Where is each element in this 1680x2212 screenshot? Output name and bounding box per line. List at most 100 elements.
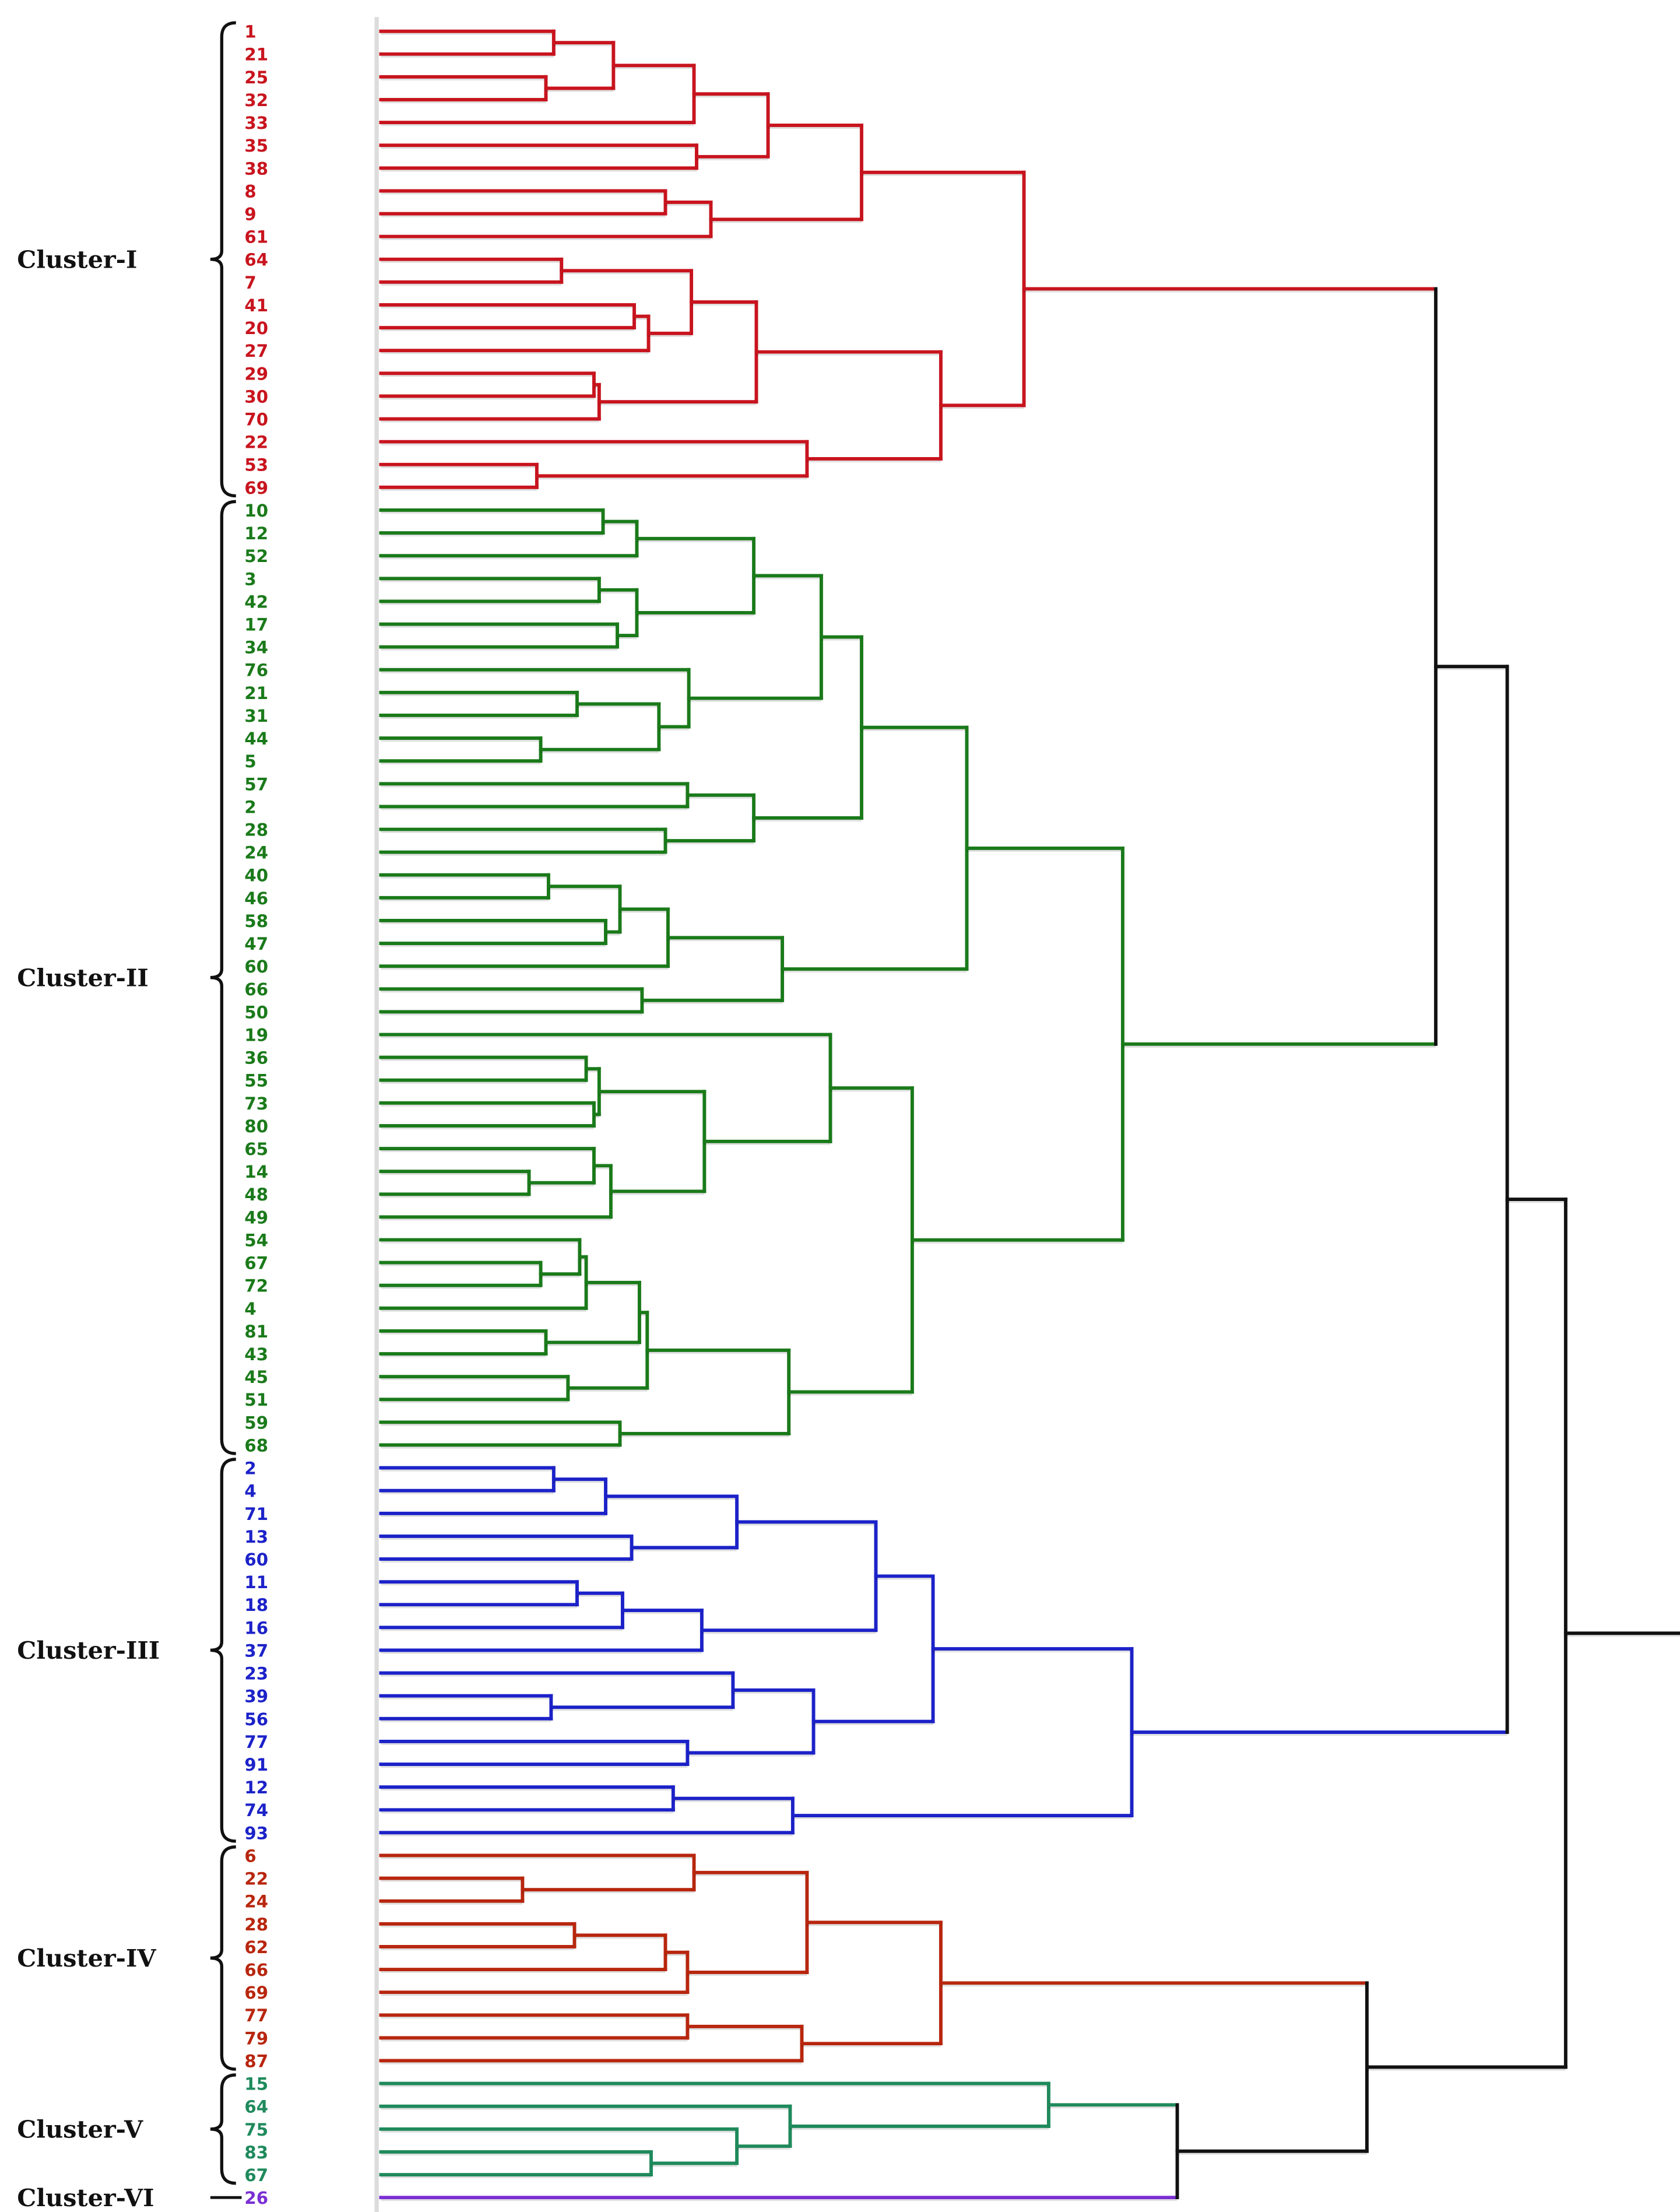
leaf-label: 12: [244, 524, 268, 543]
leaf-label: 59: [244, 1413, 268, 1432]
leaf-label: 83: [244, 2143, 268, 2162]
leaf-label: 10: [244, 501, 268, 521]
leaf-label: 26: [244, 2188, 268, 2208]
leaf-label: 22: [244, 433, 268, 452]
leaf-label: 74: [244, 1800, 268, 1820]
leaf-label: 72: [244, 1276, 268, 1296]
leaf-label: 67: [244, 2165, 268, 2185]
leaf-label: 14: [244, 1162, 268, 1182]
cluster-brace: [210, 500, 236, 1455]
leaf-label: 7: [244, 273, 256, 293]
leaf-label: 53: [244, 455, 268, 475]
leaf-label: 28: [244, 1915, 268, 1934]
leaf-label: 39: [244, 1687, 268, 1707]
leaf-label: 3: [244, 569, 256, 589]
leaf-label: 65: [244, 1139, 268, 1159]
leaf-label: 55: [244, 1071, 268, 1091]
leaf-label: 12: [244, 1778, 268, 1797]
leaf-label: 48: [244, 1185, 268, 1205]
leaf-label: 21: [244, 45, 268, 65]
leaf-label: 6: [244, 1846, 256, 1866]
leaf-label: 54: [244, 1230, 268, 1250]
leaf-label: 70: [244, 409, 268, 429]
leaf-label: 9: [244, 204, 256, 224]
leaf-label: 4: [244, 1299, 256, 1319]
leaf-label: 60: [244, 1550, 268, 1570]
leaf-label: 67: [244, 1254, 268, 1273]
leaf-label: 41: [244, 296, 268, 315]
leaf-label: 30: [244, 387, 268, 406]
leaf-label: 25: [244, 68, 268, 87]
leaf-label: 44: [244, 729, 268, 749]
leaf-label: 49: [244, 1207, 268, 1227]
cluster-name: Cluster-II: [17, 963, 148, 992]
leaf-label: 79: [244, 2028, 268, 2048]
leaf-label: 62: [244, 1937, 268, 1957]
leaf-label: 87: [244, 2051, 268, 2071]
leaf-label: 69: [244, 478, 268, 498]
leaf-label: 66: [244, 979, 268, 999]
leaf-label: 40: [244, 866, 268, 886]
cluster-brace: [210, 1845, 236, 2071]
leaf-label: 21: [244, 683, 268, 703]
leaf-label: 31: [244, 706, 268, 726]
leaf-label: 46: [244, 889, 268, 908]
cluster-name: Cluster-III: [17, 1636, 160, 1665]
leaf-label: 64: [244, 250, 268, 270]
leaf-label: 22: [244, 1869, 268, 1889]
leaf-label: 18: [244, 1595, 268, 1615]
leaf-label: 77: [244, 2006, 268, 2025]
leaf-label: 42: [244, 592, 268, 612]
leaf-label: 47: [244, 934, 268, 954]
leaf-label: 56: [244, 1709, 268, 1729]
leaf-label: 24: [244, 1892, 268, 1912]
leaf-label: 45: [244, 1367, 268, 1387]
leaf-label: 1: [244, 22, 256, 42]
leaf-label: 66: [244, 1960, 268, 1980]
cluster-name: Cluster-I: [17, 245, 137, 273]
leaf-label: 77: [244, 1732, 268, 1752]
leaf-label: 33: [244, 113, 268, 133]
leaf-label: 11: [244, 1572, 268, 1592]
leaf-label: 51: [244, 1390, 268, 1410]
leaf-label: 68: [244, 1435, 268, 1455]
leaf-label: 57: [244, 774, 268, 794]
leaf-label: 4: [244, 1481, 256, 1501]
leaf-label: 52: [244, 546, 268, 566]
leaf-label: 8: [244, 181, 256, 201]
leaf-label: 20: [244, 318, 268, 338]
leaf-label: 29: [244, 364, 268, 384]
cluster-brace: [210, 2073, 236, 2185]
leaf-label: 93: [244, 1823, 268, 1843]
leaf-label: 76: [244, 661, 268, 680]
cluster-brace: [210, 21, 236, 498]
leaf-label: 16: [244, 1618, 268, 1638]
leaf-label: 61: [244, 227, 268, 247]
cluster-name: Cluster-VI: [17, 2183, 154, 2212]
cluster-brace: [210, 1458, 236, 1843]
cluster-name: Cluster-V: [17, 2115, 143, 2143]
cluster-name: Cluster-IV: [17, 1944, 156, 1972]
leaf-label: 34: [244, 638, 268, 658]
leaf-label: 58: [244, 911, 268, 931]
dendrogram-links: [379, 29, 1680, 2202]
leaf-label: 27: [244, 341, 268, 361]
leaf-label: 64: [244, 2097, 268, 2117]
leaf-label: 36: [244, 1048, 268, 1068]
leaf-label: 91: [244, 1755, 268, 1775]
leaf-label: 24: [244, 843, 268, 863]
leaf-label: 35: [244, 136, 268, 156]
cluster-braces: Cluster-I Cluster-II Cluster-III Cluster-IV…: [17, 21, 242, 2212]
leaf-label: 38: [244, 159, 268, 178]
leaf-label: 37: [244, 1641, 268, 1660]
leaf-label: 60: [244, 957, 268, 977]
leaf-label: 73: [244, 1094, 268, 1114]
leaf-label: 15: [244, 2074, 268, 2094]
leaf-label: 5: [244, 752, 256, 771]
leaf-label: 28: [244, 820, 268, 840]
leaf-label: 2: [244, 797, 256, 817]
leaf-label: 32: [244, 90, 268, 110]
leaf-labels: 1212532333538896164741202729307022536910…: [244, 22, 268, 2208]
leaf-label: 75: [244, 2120, 268, 2140]
